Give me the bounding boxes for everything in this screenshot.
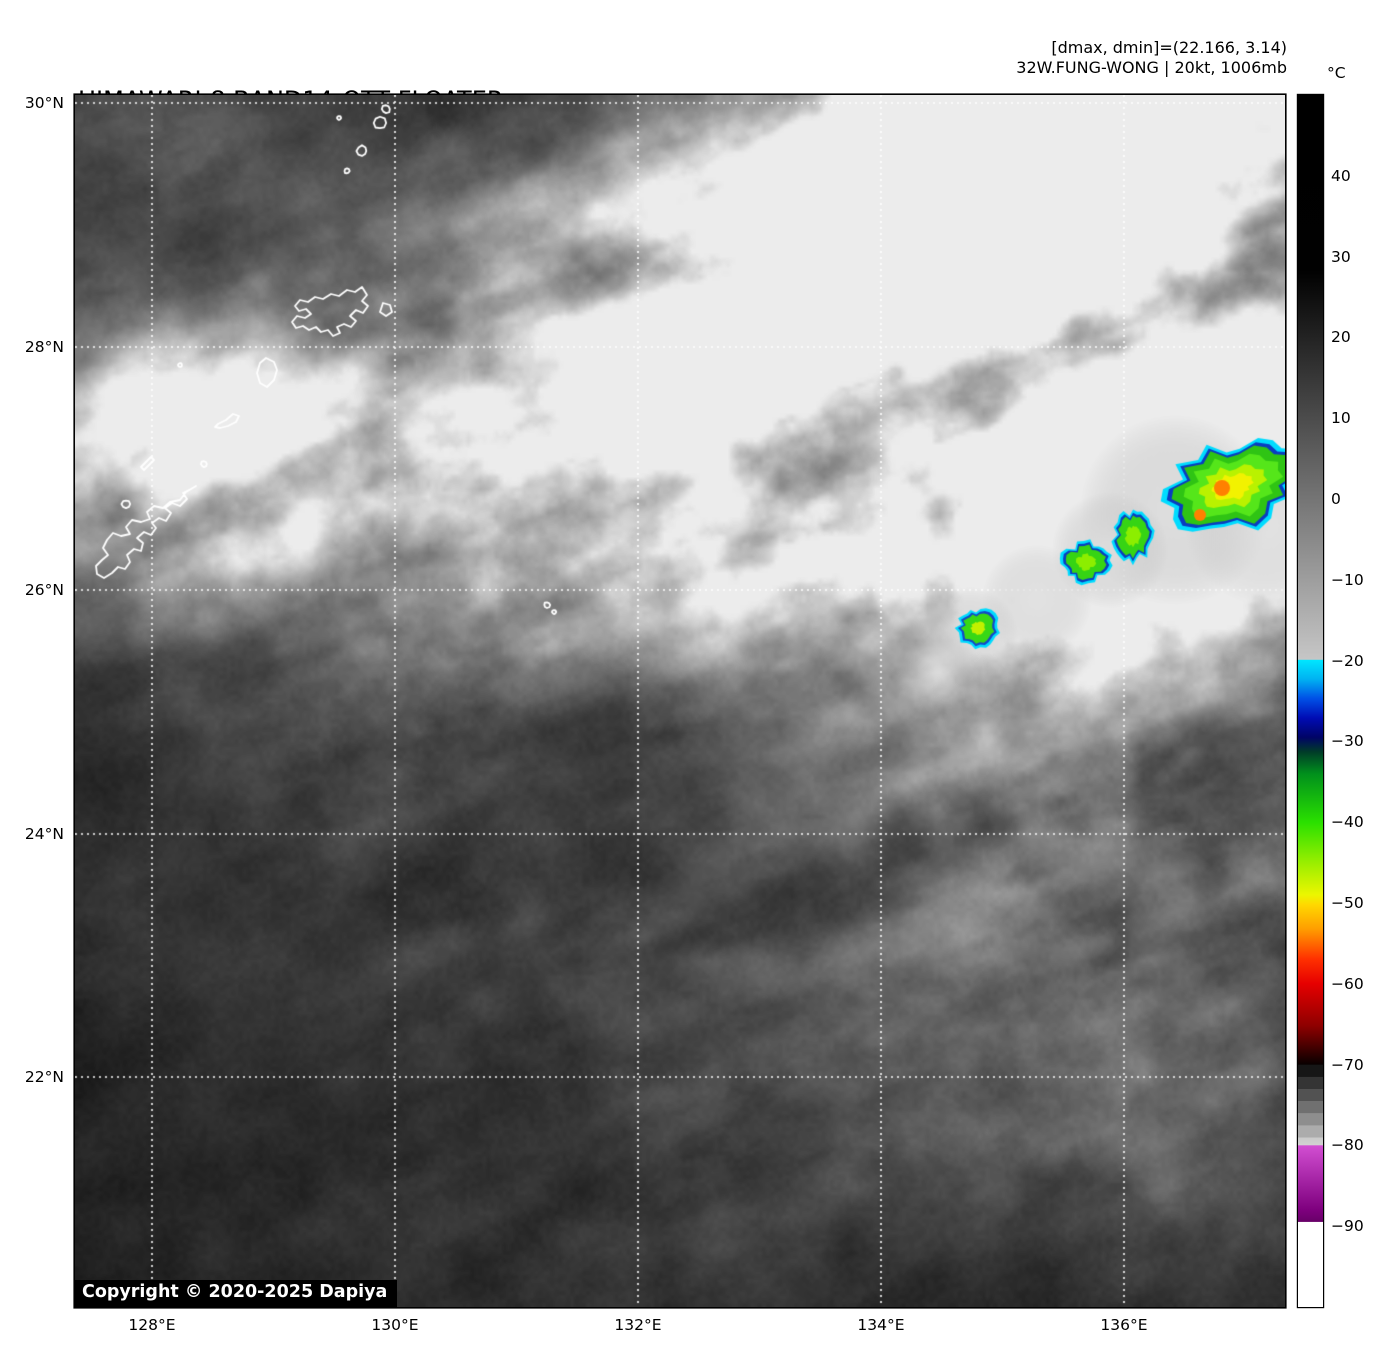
colorbar-tick-label: 10: [1331, 409, 1351, 428]
header-meta: [dmax, dmin]=(22.166, 3.14) 32W.FUNG-WON…: [1016, 38, 1287, 78]
colorbar-tick-label: −80: [1331, 1136, 1364, 1155]
colorbar-tick-label: −10: [1331, 570, 1364, 589]
lat-tick-label: 28°N: [24, 338, 64, 356]
lat-tick-label: 30°N: [24, 94, 64, 112]
colorbar-tick-label: −30: [1331, 732, 1364, 751]
lat-tick-label: 24°N: [24, 825, 64, 843]
lat-tick-label: 22°N: [24, 1068, 64, 1086]
copyright-badge: Copyright © 2020-2025 Dapiya: [75, 1280, 398, 1307]
lon-tick-label: 134°E: [857, 1316, 905, 1334]
lat-tick-label: 26°N: [24, 581, 64, 599]
storm-info-readout: 32W.FUNG-WONG | 20kt, 1006mb: [1016, 58, 1287, 77]
colorbar-tick-label: −50: [1331, 894, 1364, 912]
colorbar-tick-label: −60: [1331, 974, 1364, 993]
lon-tick-label: 130°E: [371, 1316, 419, 1334]
colorbar-tick-label: −40: [1331, 813, 1364, 832]
colorbar-tick-label: −20: [1331, 651, 1364, 670]
colorbar: [1298, 95, 1323, 1307]
satellite-map: Copyright © 2020-2025 Dapiya: [75, 95, 1285, 1307]
colorbar-tick-label: −90: [1331, 1217, 1364, 1236]
lon-tick-label: 132°E: [614, 1316, 662, 1334]
colorbar-tick-label: 0: [1331, 490, 1341, 508]
colorbar-tick-label: 30: [1331, 247, 1351, 266]
colorbar-tick-label: −70: [1331, 1055, 1364, 1074]
lon-tick-label: 136°E: [1100, 1316, 1148, 1334]
colorbar-tick-label: 40: [1331, 166, 1351, 185]
lon-tick-label: 128°E: [128, 1316, 176, 1334]
dmax-dmin-readout: [dmax, dmin]=(22.166, 3.14): [1051, 38, 1287, 57]
colorbar-unit-label: °C: [1327, 64, 1346, 82]
satellite-image-canvas: [75, 95, 1285, 1307]
colorbar-tick-label: 20: [1331, 328, 1351, 347]
